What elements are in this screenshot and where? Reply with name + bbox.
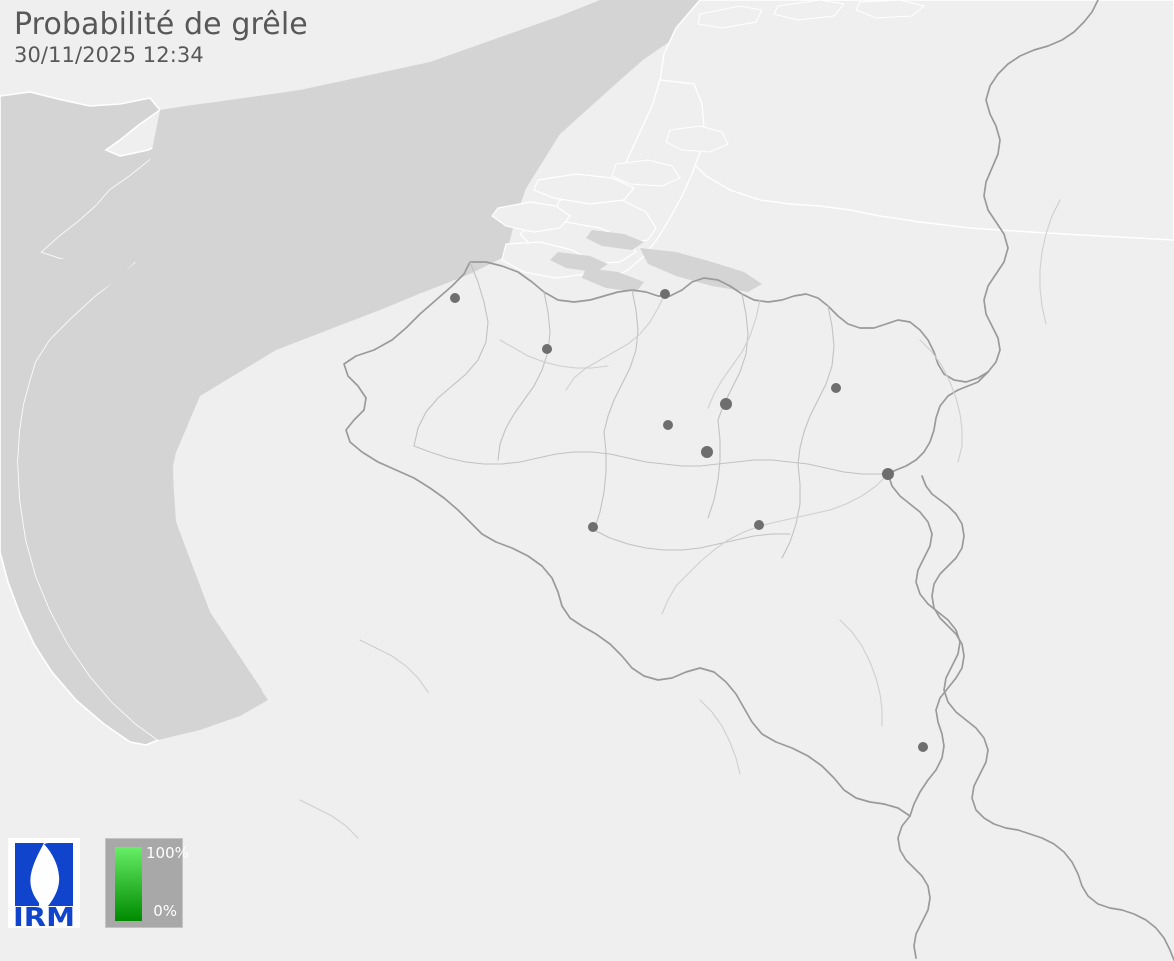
probability-legend[interactable]: 100% 0% xyxy=(105,838,189,928)
city-marker-arlon[interactable] xyxy=(918,742,928,752)
city-marker-brussel[interactable] xyxy=(663,420,673,430)
legend-min-label: 0% xyxy=(153,902,177,920)
city-marker-antwerpen[interactable] xyxy=(660,289,670,299)
legend-color-scale xyxy=(115,847,142,921)
city-marker-mons[interactable] xyxy=(588,522,598,532)
irm-logo[interactable]: IRM xyxy=(8,838,80,928)
city-marker-mechelen[interactable] xyxy=(720,398,732,410)
irm-logo-icon: IRM xyxy=(8,838,80,928)
netherlands-coast-layer xyxy=(491,0,1174,292)
city-marker-gent[interactable] xyxy=(542,344,552,354)
legend-max-label: 100% xyxy=(146,844,189,862)
city-marker-leuven[interactable] xyxy=(701,446,713,458)
city-marker-namur[interactable] xyxy=(754,520,764,530)
irm-logo-text: IRM xyxy=(13,903,75,928)
sea-layer xyxy=(0,0,1174,746)
city-marker-hasselt[interactable] xyxy=(831,383,841,393)
country-borders-layer xyxy=(343,0,1174,961)
rivers-layer xyxy=(299,199,1061,839)
city-marker-oostende[interactable] xyxy=(450,293,460,303)
city-marker-liege[interactable] xyxy=(882,468,894,480)
city-markers-layer[interactable] xyxy=(450,289,928,752)
